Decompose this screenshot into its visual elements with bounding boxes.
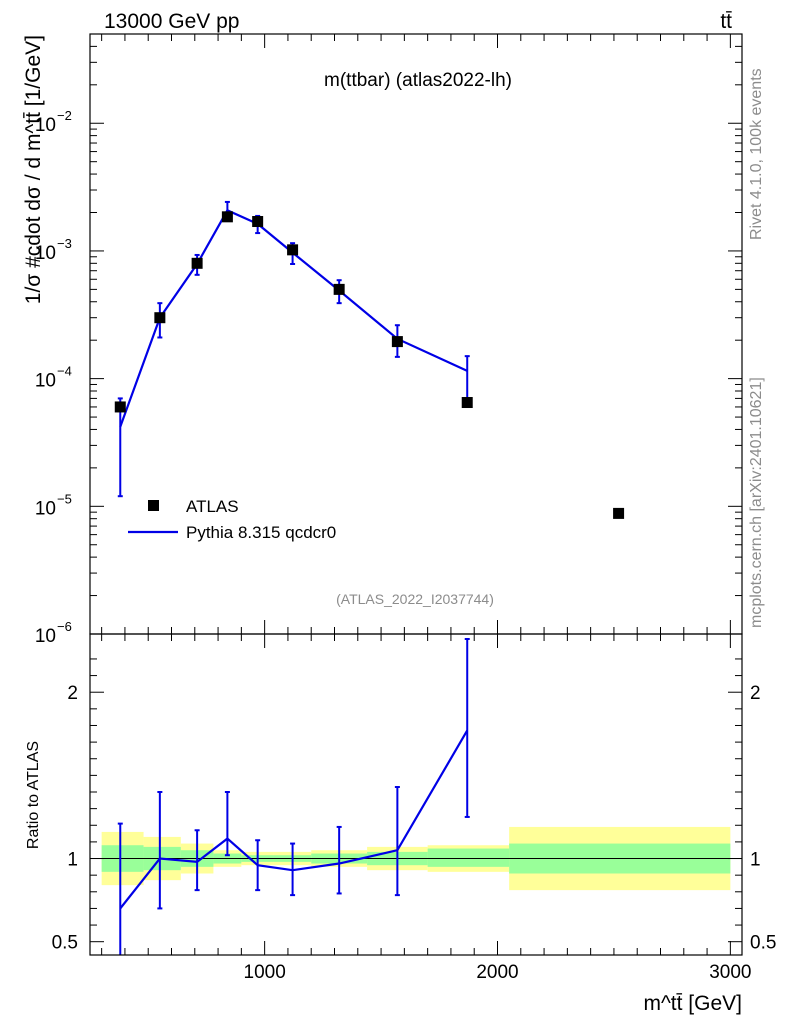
ratio-ytick-label-right: 0.5 — [750, 933, 776, 954]
main-ytick-exponent: −3 — [57, 236, 72, 251]
mcplots-label: mcplots.cern.ch [arXiv:2401.10621] — [748, 377, 765, 628]
x-tick-label: 3000 — [709, 962, 751, 983]
main-ytick-exponent: −4 — [57, 364, 72, 379]
main-ytick-label: 10 — [35, 371, 56, 392]
main-ytick-label: 10 — [35, 498, 56, 519]
analysis-id-label: (ATLAS_2022_I2037744) — [336, 591, 494, 607]
main-ytick-label: 10 — [35, 115, 56, 136]
ratio-y-axis-label: Ratio to ATLAS — [25, 741, 42, 849]
legend-label-atlas: ATLAS — [186, 497, 239, 516]
ratio-plot-frame — [89, 633, 743, 956]
main-plot-frame — [89, 33, 743, 635]
ratio-ytick-label-left: 0.5 — [52, 933, 78, 954]
atlas-marker — [461, 397, 473, 409]
ratio-green-band — [427, 848, 510, 867]
main-ytick-label: 10 — [35, 243, 56, 264]
legend-marker-atlas — [148, 500, 159, 511]
ratio-ytick-label-right: 1 — [750, 850, 761, 871]
legend: ATLAS Pythia 8.315 qcdcr0 — [128, 497, 336, 542]
atlas-marker — [333, 283, 345, 295]
main-ytick-label: 10 — [35, 626, 56, 647]
header-process-label: tt̄ — [720, 10, 732, 33]
atlas-marker — [221, 211, 233, 223]
legend-label-pythia: Pythia 8.315 qcdcr0 — [186, 523, 336, 542]
x-tick-label: 2000 — [476, 962, 518, 983]
atlas-marker — [191, 257, 203, 269]
atlas-marker — [391, 336, 403, 348]
atlas-marker — [252, 216, 264, 228]
main-ytick-exponent: −6 — [57, 619, 72, 634]
header-energy-label: 13000 GeV pp — [104, 10, 239, 33]
atlas-marker — [287, 244, 299, 256]
ratio-panel: 0.5 0.5 1 1 2 2 1000 2000 3000 Ratio to ATLAS m… — [25, 633, 776, 1015]
rivet-label: Rivet 4.1.0, 100k events — [748, 68, 765, 240]
x-tick-label: 1000 — [244, 962, 286, 983]
ratio-ytick-label-left: 2 — [67, 683, 78, 704]
x-axis-label: m^tt̄ [GeV] — [643, 992, 742, 1015]
main-chart-title: m(ttbar) (atlas2022-lh) — [324, 70, 512, 91]
atlas-marker — [154, 312, 166, 324]
main-ytick-exponent: −2 — [57, 108, 72, 123]
ratio-ytick-label-left: 1 — [67, 850, 78, 871]
atlas-marker — [114, 401, 126, 413]
main-y-axis-label: 1/σ #cdot dσ / d m^tt̄ [1/GeV] — [22, 35, 45, 304]
main-ytick-exponent: −5 — [57, 491, 72, 506]
atlas-marker — [613, 507, 625, 519]
ratio-ytick-label-right: 2 — [750, 683, 761, 704]
ratio-pythia-line — [119, 729, 469, 910]
main-panel: 10−210−310−410−510−6 m(ttbar) (atlas2022… — [22, 33, 743, 647]
